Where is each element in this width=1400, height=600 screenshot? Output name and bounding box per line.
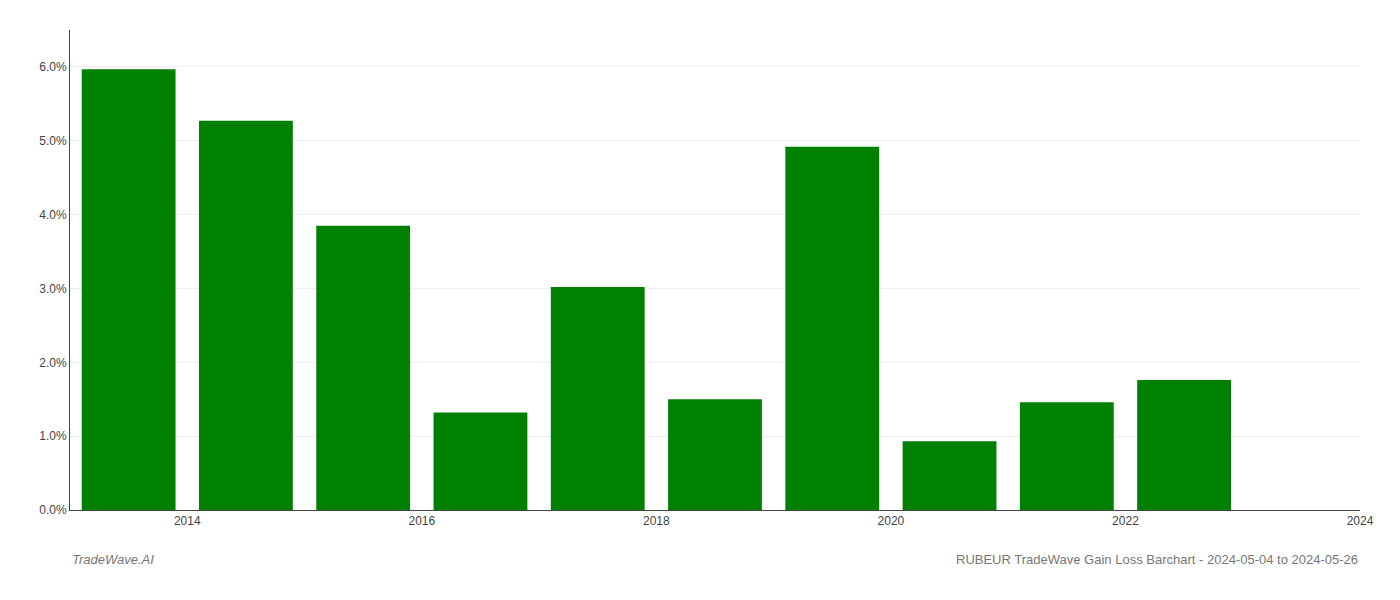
svg-text:2018: 2018	[643, 514, 670, 528]
svg-text:2024: 2024	[1347, 514, 1374, 528]
svg-text:2014: 2014	[174, 514, 201, 528]
svg-text:3.0%: 3.0%	[39, 282, 67, 296]
svg-text:0.0%: 0.0%	[39, 503, 67, 517]
svg-text:1.0%: 1.0%	[39, 429, 67, 443]
svg-text:RUBEUR TradeWave Gain Loss Bar: RUBEUR TradeWave Gain Loss Barchart - 20…	[956, 552, 1358, 567]
svg-text:5.0%: 5.0%	[39, 134, 67, 148]
svg-text:2020: 2020	[878, 514, 905, 528]
svg-text:TradeWave.AI: TradeWave.AI	[72, 552, 154, 567]
svg-text:2022: 2022	[1112, 514, 1139, 528]
svg-text:2016: 2016	[408, 514, 435, 528]
svg-text:4.0%: 4.0%	[39, 208, 67, 222]
svg-text:2.0%: 2.0%	[39, 356, 67, 370]
svg-text:6.0%: 6.0%	[39, 60, 67, 74]
